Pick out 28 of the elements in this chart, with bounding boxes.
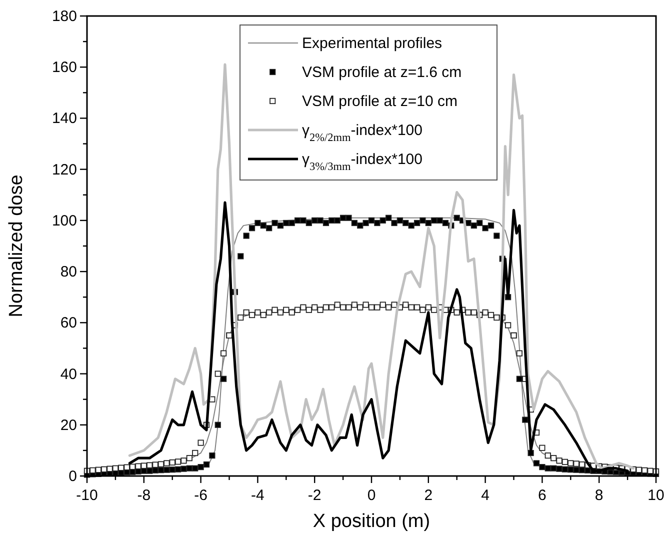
legend-label: γ$_{3%/3mm}$-index*100 bbox=[302, 151, 422, 173]
y-tick-label: 80 bbox=[60, 264, 77, 281]
x-tick-label: -10 bbox=[76, 487, 98, 504]
legend-label: VSM profile at z=10 cm bbox=[302, 93, 458, 110]
y-tick-label: 160 bbox=[52, 59, 77, 76]
y-axis-title: Normalized dose bbox=[6, 174, 27, 318]
y-tick-label: 140 bbox=[52, 110, 77, 128]
x-tick-label: -4 bbox=[251, 487, 264, 504]
legend-label: γ$_{2%/2mm}$-index*100 bbox=[302, 122, 422, 144]
x-axis-title: X position (m) bbox=[312, 511, 430, 532]
x-tick-label: 4 bbox=[481, 487, 490, 504]
y-tick-label: 100 bbox=[52, 212, 77, 230]
y-tick-label: 120 bbox=[52, 161, 77, 178]
x-tick-label: 8 bbox=[594, 487, 604, 504]
x-tick-label: 10 bbox=[648, 487, 664, 504]
x-tick-label: -8 bbox=[137, 487, 151, 504]
y-tick-label: 60 bbox=[60, 314, 77, 332]
y-tick-label: 0 bbox=[68, 468, 77, 485]
x-tick-label: 0 bbox=[367, 487, 376, 504]
legend-label: VSM profile at z=1.6 cm bbox=[302, 64, 462, 81]
y-tick-label: 20 bbox=[60, 416, 77, 434]
x-tick-label: 2 bbox=[424, 487, 433, 504]
y-tick-label: 40 bbox=[60, 366, 77, 383]
x-tick-label: -2 bbox=[308, 487, 322, 504]
x-tick-label: 6 bbox=[538, 487, 546, 504]
x-tick-label: -6 bbox=[194, 487, 208, 504]
legend-label: Experimental profiles bbox=[302, 35, 442, 52]
y-tick-label: 180 bbox=[52, 8, 77, 25]
